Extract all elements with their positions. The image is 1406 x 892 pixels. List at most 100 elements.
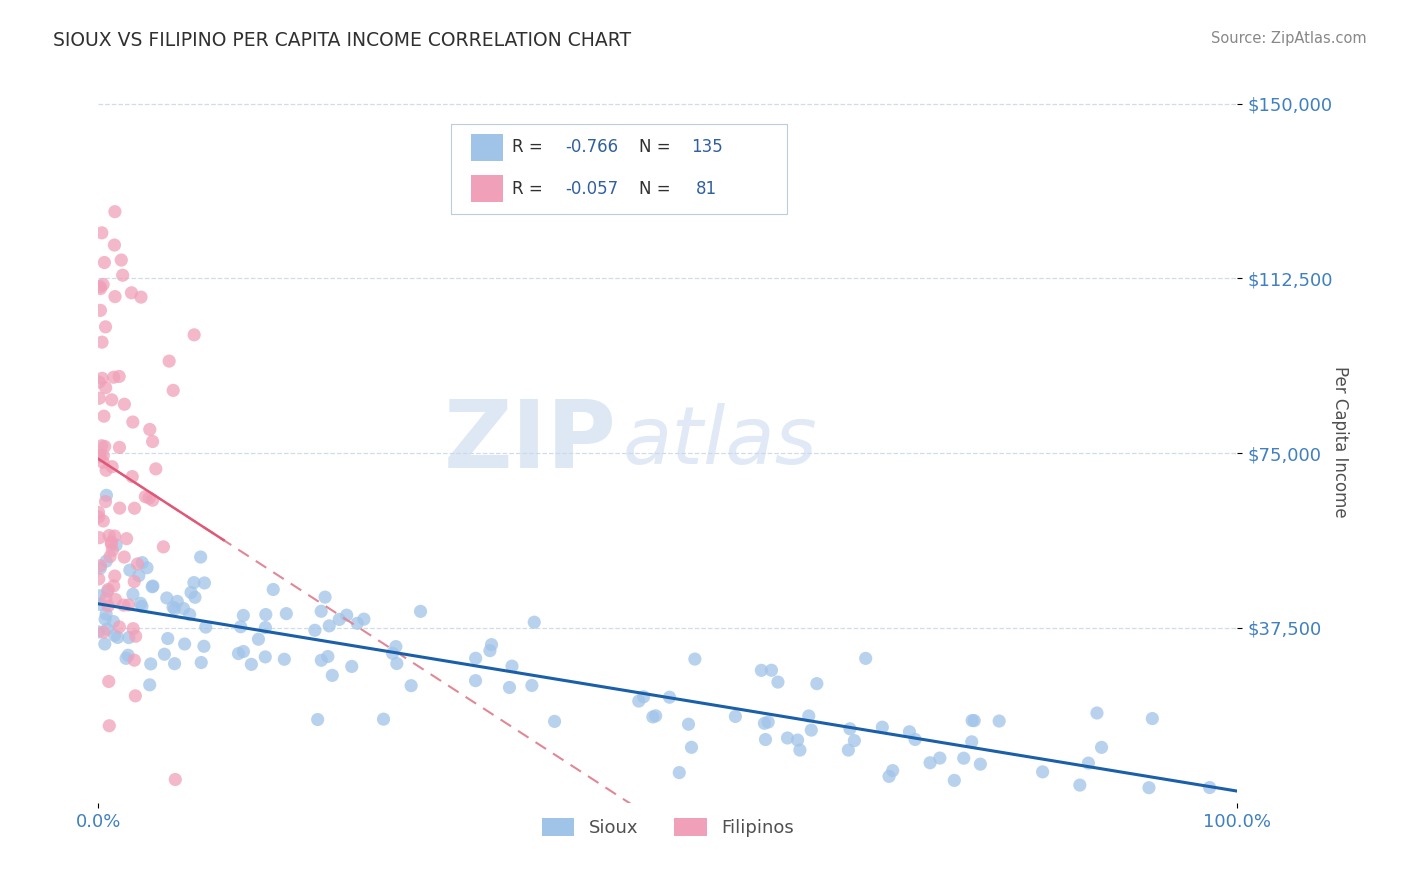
Point [943, 773, 966, 788]
Point [543, 714, 565, 729]
Point [163, 602, 186, 616]
Point [193, 640, 215, 654]
Text: 135: 135 [690, 138, 723, 156]
Point [1090, 740, 1112, 755]
Point [179, 607, 201, 622]
Point [184, 591, 207, 605]
Point [94, 612, 117, 626]
Point [89, 589, 111, 603]
Point [94, 637, 117, 651]
Point [145, 462, 167, 476]
Point [162, 600, 184, 615]
Point [228, 647, 250, 661]
Point [128, 568, 150, 582]
FancyBboxPatch shape [471, 134, 503, 161]
Point [960, 714, 983, 728]
Point [89, 531, 111, 545]
Point [94, 319, 117, 334]
Point [464, 673, 486, 688]
Point [481, 638, 503, 652]
Point [100, 392, 122, 407]
Point [314, 590, 336, 604]
Point [124, 629, 146, 643]
Point [311, 653, 333, 667]
Point [129, 596, 152, 610]
Point [346, 616, 368, 631]
Point [117, 648, 139, 663]
Point [641, 710, 664, 724]
Point [800, 723, 823, 738]
Point [115, 532, 138, 546]
Point [91, 277, 114, 292]
Point [91, 371, 114, 385]
Point [321, 668, 343, 682]
Point [91, 514, 114, 528]
Point [183, 575, 205, 590]
Point [157, 354, 180, 368]
Point [112, 598, 135, 612]
Point [129, 290, 152, 304]
Point [328, 612, 350, 626]
Point [336, 608, 359, 623]
Point [108, 501, 131, 516]
Point [104, 290, 127, 304]
Point [180, 585, 202, 599]
Point [318, 619, 340, 633]
Point [96, 488, 118, 502]
Point [478, 643, 501, 657]
Point [627, 694, 650, 708]
Point [963, 714, 986, 728]
Point [134, 490, 156, 504]
Point [381, 646, 404, 660]
Point [89, 561, 111, 575]
Point [761, 663, 783, 677]
Point [309, 604, 332, 618]
Point [89, 449, 111, 463]
Point [254, 649, 277, 664]
Point [952, 751, 974, 765]
Point [89, 391, 111, 405]
Point [678, 717, 700, 731]
Text: N =: N = [640, 179, 676, 198]
Point [498, 681, 520, 695]
Point [156, 632, 179, 646]
Point [399, 679, 422, 693]
Point [138, 678, 160, 692]
Point [837, 743, 859, 757]
Point [110, 253, 132, 268]
Point [91, 455, 114, 469]
Point [307, 713, 329, 727]
Point [190, 656, 212, 670]
Text: ZIP: ZIP [444, 395, 617, 488]
Point [104, 592, 127, 607]
Point [90, 439, 112, 453]
Point [353, 612, 375, 626]
Point [523, 615, 546, 630]
Point [789, 743, 811, 757]
Point [162, 384, 184, 398]
Point [193, 576, 215, 591]
Point [101, 543, 124, 558]
Point [87, 510, 110, 524]
Point [247, 632, 270, 647]
Point [668, 765, 690, 780]
Point [89, 303, 111, 318]
Point [89, 558, 111, 573]
Point [262, 582, 284, 597]
Point [89, 598, 111, 612]
Point [98, 528, 121, 542]
Point [681, 740, 703, 755]
Point [776, 731, 799, 745]
Point [91, 449, 114, 463]
Point [1069, 778, 1091, 792]
Point [152, 540, 174, 554]
Point [96, 554, 118, 568]
Point [97, 582, 120, 597]
Point [797, 709, 820, 723]
Point [273, 652, 295, 666]
Point [988, 714, 1011, 728]
Point [756, 715, 779, 730]
Text: 81: 81 [696, 179, 717, 198]
Text: -0.766: -0.766 [565, 138, 619, 156]
Legend: Sioux, Filipinos: Sioux, Filipinos [534, 811, 801, 845]
